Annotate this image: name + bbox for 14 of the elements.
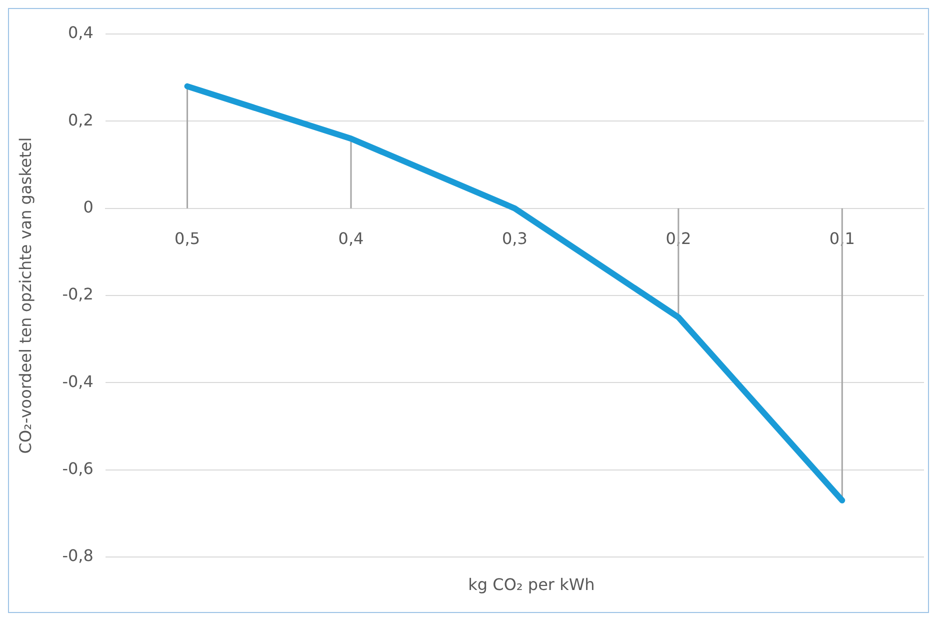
x-tick-label: 0,2 (666, 229, 692, 248)
y-tick-label: -0,4 (62, 372, 94, 391)
y-tick-label: 0,4 (68, 23, 94, 42)
x-tick-label: 0,1 (829, 229, 855, 248)
x-tick-label: 0,4 (338, 229, 364, 248)
y-tick-label: 0,2 (68, 110, 94, 130)
x-axis-title: kg CO₂ per kWh (467, 575, 596, 594)
x-tick-label: 0,3 (502, 229, 528, 248)
y-axis-title: CO₂-voordeel ten opzichte van gasketel (16, 137, 35, 454)
y-tick-label: 0 (83, 197, 94, 216)
x-tick-label: 0,5 (174, 229, 200, 248)
y-tick-label: -0,6 (62, 458, 94, 478)
y-tick-label: -0,8 (62, 546, 94, 566)
y-tick-label: -0,2 (62, 284, 94, 304)
